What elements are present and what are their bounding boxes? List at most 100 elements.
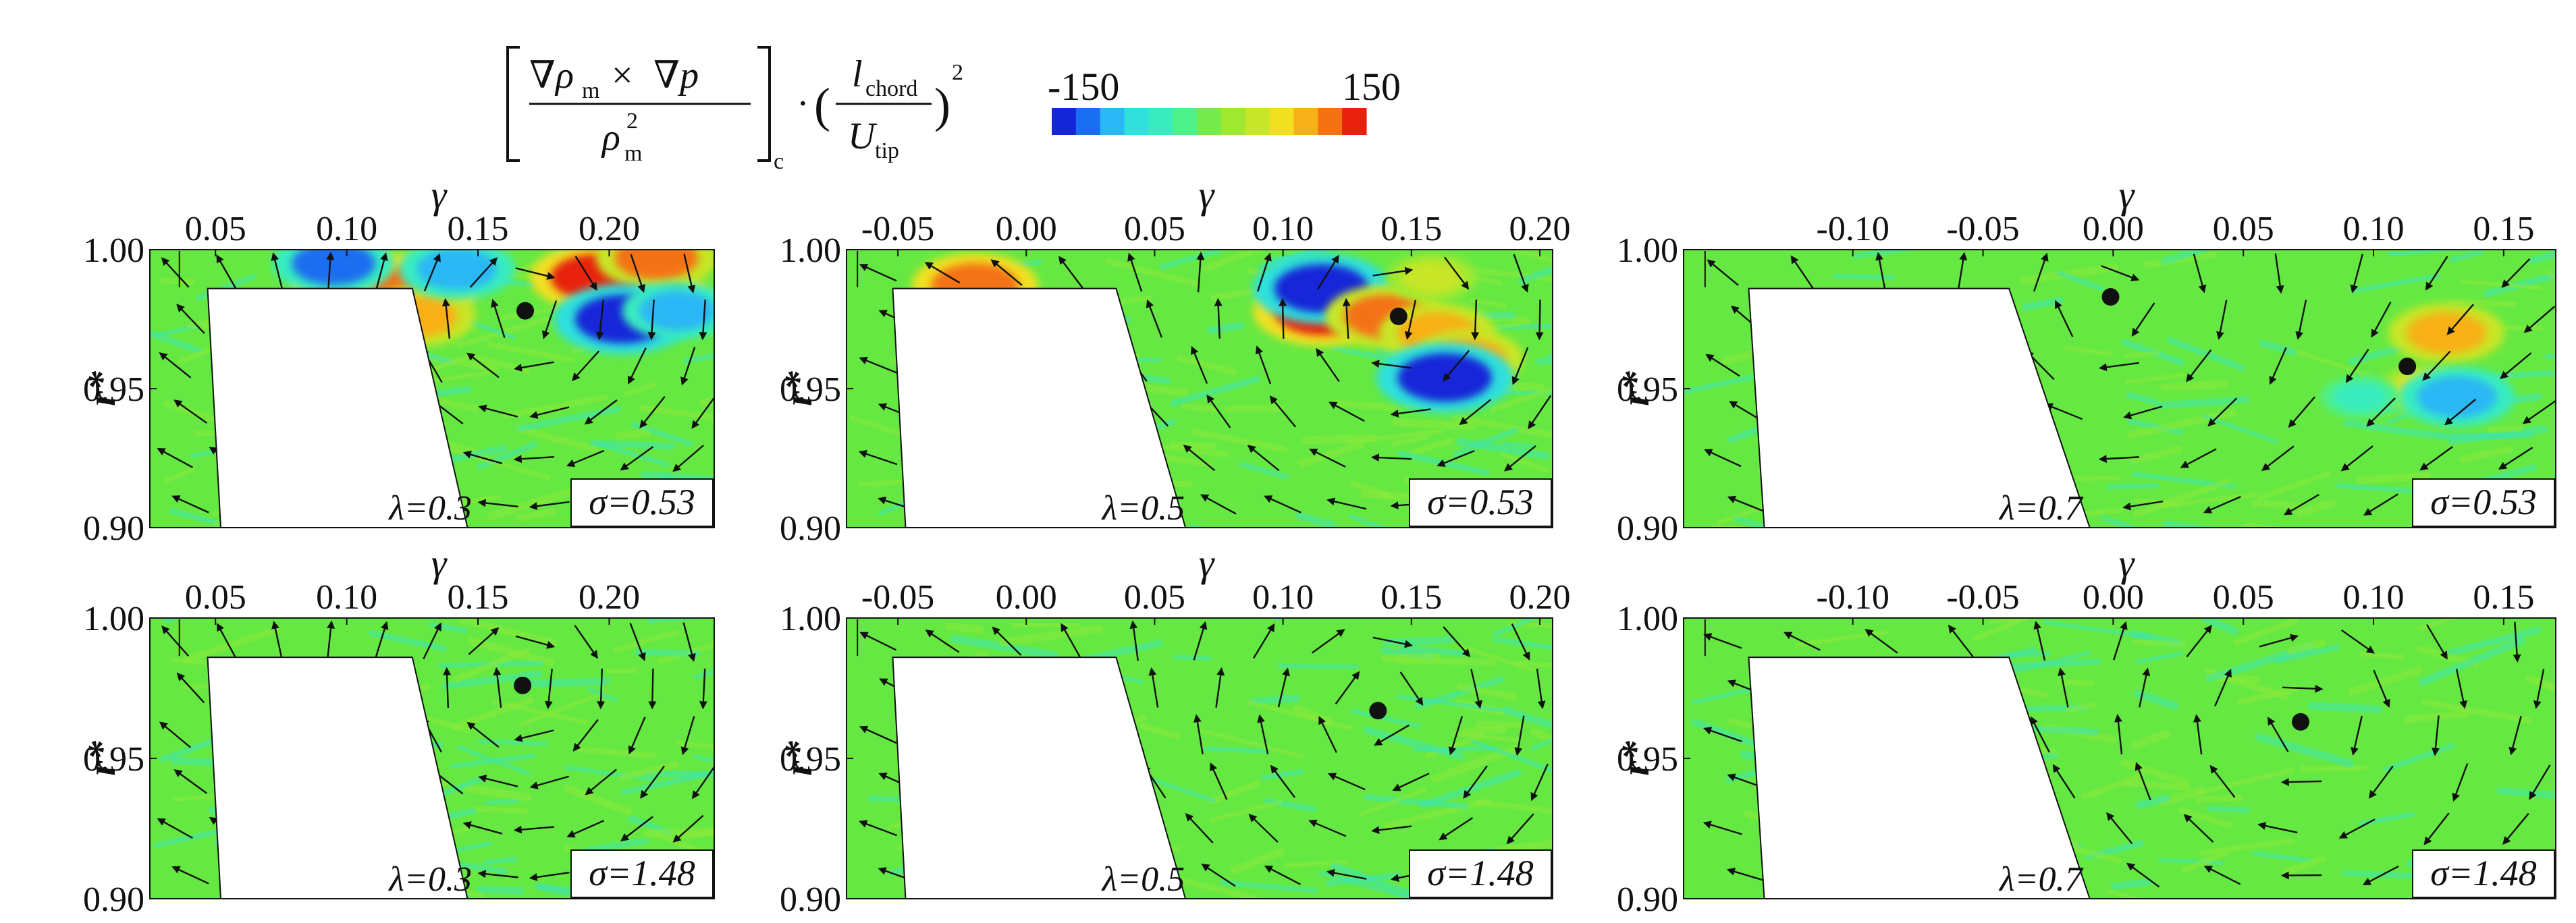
velocity-arrow (691, 765, 714, 800)
blade-tip-region (1748, 656, 2091, 899)
field-streak (1260, 768, 1304, 781)
velocity-arrow (515, 635, 556, 649)
velocity-arrow (639, 395, 666, 428)
velocity-arrow (2284, 494, 2319, 515)
field-streak (2056, 679, 2094, 687)
velocity-arrow (529, 872, 570, 882)
field-streak (1173, 654, 1212, 661)
velocity-arrow (566, 820, 605, 838)
y-tick-label: 0.95 (780, 740, 841, 779)
blade-tip-region (207, 656, 468, 899)
field-streak (1169, 441, 1216, 449)
field-streak (2307, 702, 2382, 714)
velocity-arrow (1148, 667, 1159, 708)
x-axis-title: γ (1199, 541, 1216, 585)
velocity-arrow (2422, 350, 2451, 381)
velocity-arrow (423, 253, 441, 291)
field-streak (2167, 337, 2245, 371)
velocity-arrow (326, 252, 335, 293)
velocity-arrow (691, 396, 714, 429)
field-streak (1459, 644, 1538, 673)
field-streak (2195, 794, 2244, 803)
velocity-arrow (1705, 354, 1740, 377)
x-axis-title: γ (1199, 173, 1216, 217)
field-streak (2106, 483, 2159, 490)
field-streak (1488, 320, 1532, 331)
colorbar-swatch-0 (1052, 108, 1077, 135)
field-streak (331, 894, 354, 899)
vortex-center-marker (516, 302, 535, 320)
velocity-arrow (477, 499, 518, 508)
field-streak (476, 885, 525, 895)
field-streak (1297, 441, 1364, 468)
field-streak (1208, 780, 1261, 805)
x-tick-label: 0.15 (2473, 210, 2534, 248)
velocity-arrow (1511, 623, 1530, 661)
x-axis-title: γ (431, 173, 448, 217)
velocity-arrow (2345, 348, 2369, 383)
velocity-arrow (2207, 397, 2238, 427)
field-streak (2135, 651, 2184, 664)
y-tick-label: 0.90 (1617, 509, 1678, 548)
velocity-arrow (2523, 306, 2556, 333)
velocity-arrow (584, 399, 618, 425)
y-axis-title: r* (80, 740, 124, 776)
velocity-arrow (572, 719, 599, 752)
field-streak (1490, 386, 1553, 413)
field-streak (2483, 271, 2556, 298)
field-streak (2359, 652, 2406, 660)
field-streak (693, 754, 714, 763)
field-streak (2244, 522, 2284, 528)
blade-tip-region (207, 287, 468, 528)
velocity-arrow (529, 775, 570, 789)
field-streak (647, 618, 714, 623)
field-streak (576, 746, 656, 758)
field-streak (613, 629, 680, 653)
velocity-arrow (2446, 304, 2474, 335)
vortex-center-marker (2101, 288, 2120, 306)
field-streak (589, 440, 675, 450)
field-streak (369, 630, 447, 652)
x-tick-label: 0.05 (2213, 210, 2274, 248)
velocity-arrow (924, 262, 961, 284)
velocity-arrow (2131, 302, 2155, 337)
field-streak (1359, 787, 1427, 817)
velocity-arrow (1257, 252, 1272, 292)
field-streak (1380, 653, 1441, 663)
field-streak (467, 637, 554, 667)
lambda-label: λ=0.7 (1998, 489, 2084, 528)
velocity-arrow (478, 404, 518, 418)
velocity-arrow (1530, 763, 1549, 802)
colorbar-formula: ∇ρ m × ∇p ρ m 2 c · ( l chord U tip ) 2 (506, 46, 963, 174)
x-tick-label: -0.05 (861, 210, 934, 248)
velocity-arrow (620, 446, 654, 471)
velocity-arrow (2274, 253, 2284, 294)
field-streak (1513, 660, 1553, 668)
y-tick-label: 1.00 (780, 231, 841, 270)
field-streak (1331, 399, 1401, 412)
y-tick-label: 1.00 (780, 600, 841, 638)
field-streak (563, 785, 633, 816)
velocity-arrow (1503, 445, 1536, 472)
field-streak (2131, 729, 2171, 750)
colorbar-swatches (1052, 108, 1367, 135)
field-streak (1250, 694, 1300, 705)
formula-left-bracket (506, 46, 520, 162)
velocity-arrow (2180, 448, 2217, 468)
velocity-arrow (2114, 714, 2123, 755)
field-streak (1545, 870, 1553, 878)
field-streak (637, 404, 714, 420)
velocity-arrow (1253, 623, 1275, 659)
field-streak (620, 772, 708, 795)
x-tick-label: -0.05 (1946, 578, 2019, 617)
field-streak (999, 625, 1104, 647)
y-tick-label: 0.90 (83, 509, 144, 548)
formula-numerator-left-sub: m (582, 78, 599, 103)
x-tick-label: 0.10 (2343, 210, 2405, 248)
y-tick-label: 0.90 (1617, 880, 1678, 919)
velocity-arrow (2269, 347, 2287, 385)
velocity-arrow (161, 625, 190, 657)
velocity-arrow (176, 672, 205, 704)
velocity-arrow (2126, 862, 2160, 888)
formula-open-paren: ( (814, 78, 830, 132)
